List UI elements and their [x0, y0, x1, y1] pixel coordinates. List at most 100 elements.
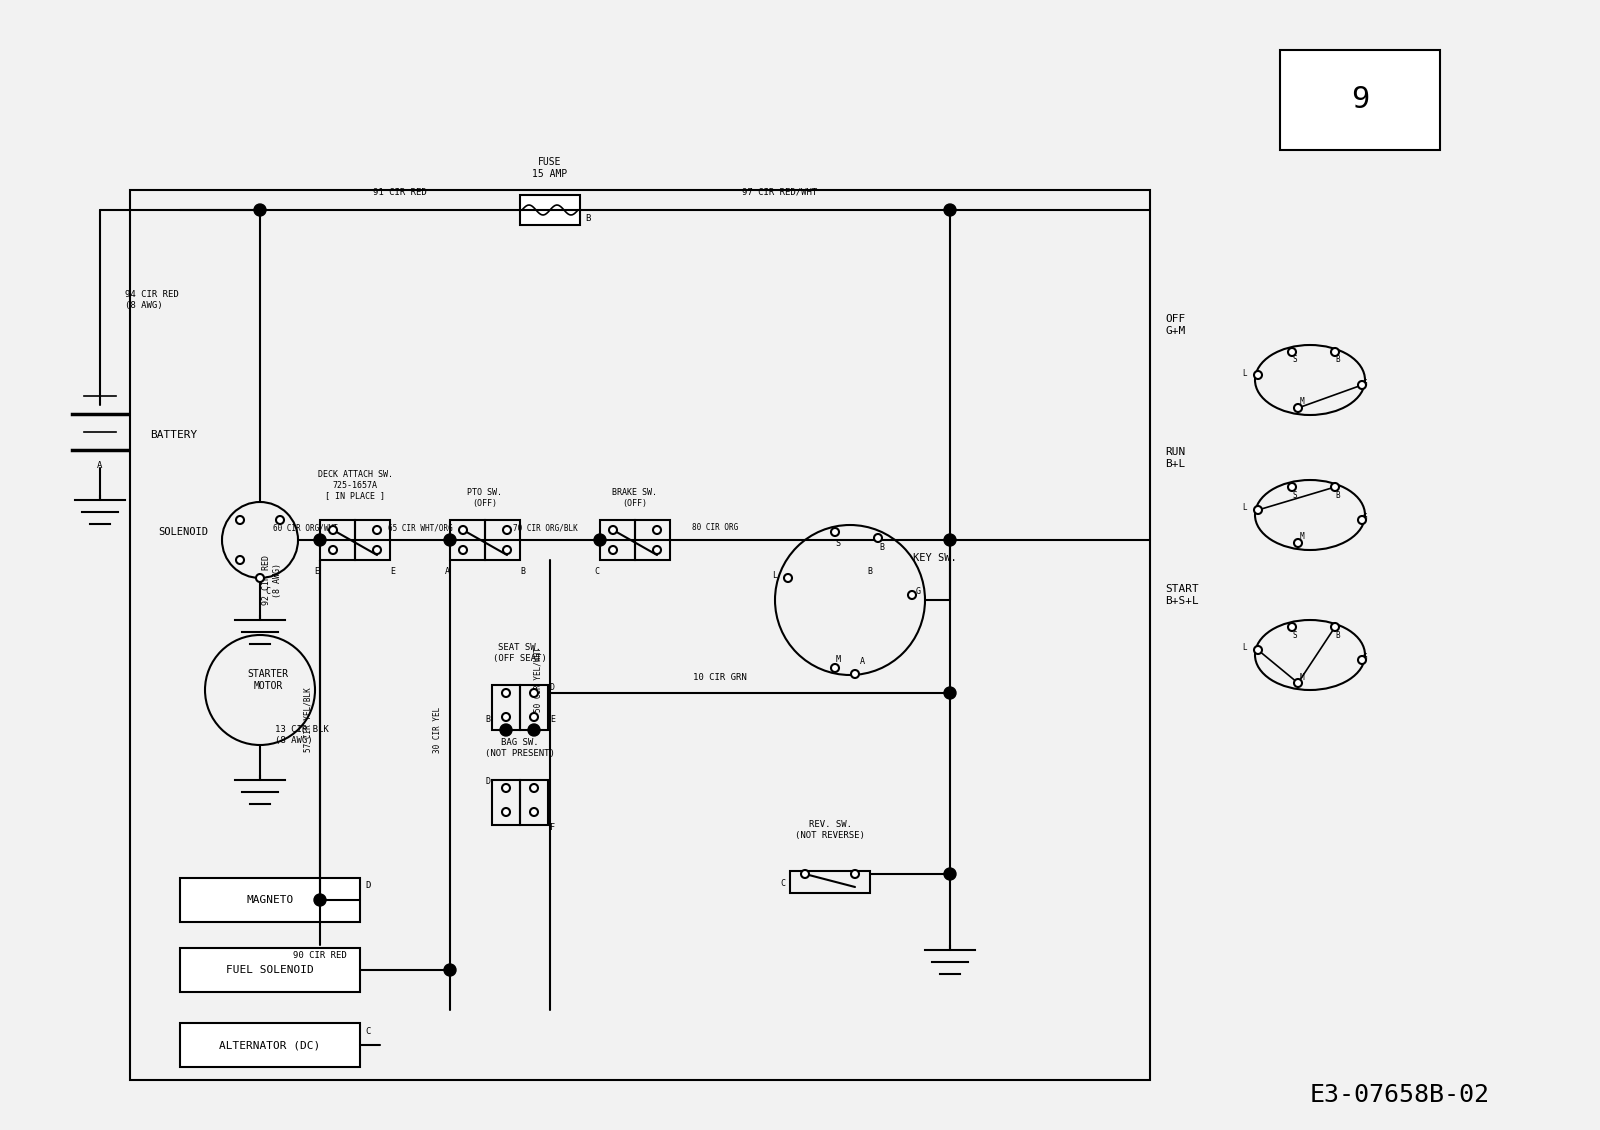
Circle shape	[256, 574, 264, 582]
Circle shape	[237, 516, 243, 524]
Text: C: C	[365, 1026, 370, 1035]
Text: BATTERY: BATTERY	[150, 431, 197, 440]
Circle shape	[502, 689, 510, 697]
Text: M: M	[1299, 398, 1304, 407]
Text: FUSE
15 AMP: FUSE 15 AMP	[533, 157, 568, 179]
Circle shape	[653, 546, 661, 554]
Text: F: F	[550, 824, 555, 833]
Circle shape	[784, 574, 792, 582]
Circle shape	[502, 713, 510, 721]
Text: BAG SW.
(NOT PRESENT): BAG SW. (NOT PRESENT)	[485, 738, 555, 758]
Text: S: S	[1293, 631, 1298, 640]
Text: B: B	[1336, 631, 1341, 640]
Text: M: M	[835, 655, 840, 664]
Text: 50 CIR YEL/WHT: 50 CIR YEL/WHT	[533, 647, 542, 712]
Circle shape	[373, 546, 381, 554]
Circle shape	[944, 205, 957, 216]
Text: B: B	[586, 214, 590, 223]
Bar	[450, 520, 485, 560]
Text: E: E	[550, 715, 555, 724]
Bar	[179, 948, 360, 992]
Bar	[130, 190, 1150, 1080]
Text: 65 CIR WHT/ORG: 65 CIR WHT/ORG	[387, 523, 453, 532]
Text: 70 CIR ORG/BLK: 70 CIR ORG/BLK	[512, 523, 578, 532]
Circle shape	[502, 808, 510, 816]
Bar	[520, 195, 579, 225]
Text: L: L	[773, 572, 778, 581]
Circle shape	[653, 525, 661, 534]
Text: 30 CIR YEL: 30 CIR YEL	[434, 707, 443, 753]
Text: ALTERNATOR (DC): ALTERNATOR (DC)	[219, 1040, 320, 1050]
Circle shape	[851, 670, 859, 678]
Text: D: D	[550, 683, 555, 692]
Text: 60 CIR ORG/WHT: 60 CIR ORG/WHT	[272, 523, 338, 532]
Text: START
B+S+L: START B+S+L	[1165, 584, 1198, 606]
Circle shape	[277, 516, 285, 524]
Text: KEY SW.: KEY SW.	[914, 553, 957, 563]
Text: G: G	[915, 588, 920, 597]
Text: M: M	[1299, 532, 1304, 541]
Text: 94 CIR RED
(8 AWG): 94 CIR RED (8 AWG)	[125, 290, 179, 310]
Bar	[320, 520, 355, 560]
Circle shape	[1331, 348, 1339, 356]
Text: C: C	[595, 567, 600, 576]
Text: S: S	[1293, 490, 1298, 499]
Text: S: S	[1293, 356, 1298, 365]
Circle shape	[944, 534, 957, 546]
Circle shape	[330, 525, 338, 534]
Text: B: B	[485, 715, 490, 724]
Text: 57 CIR YEL/BLK: 57 CIR YEL/BLK	[304, 688, 312, 753]
Text: 10 CIR GRN: 10 CIR GRN	[693, 672, 747, 681]
Bar	[355, 520, 390, 560]
Circle shape	[1288, 483, 1296, 492]
Bar	[520, 780, 547, 825]
Text: E: E	[390, 567, 395, 576]
Circle shape	[445, 964, 456, 976]
Bar	[179, 878, 360, 922]
Bar	[179, 1023, 360, 1067]
Circle shape	[1254, 371, 1262, 379]
Text: C: C	[781, 878, 786, 887]
Circle shape	[373, 525, 381, 534]
Text: OFF
G+M: OFF G+M	[1165, 314, 1186, 336]
Text: 97 CIR RED/WHT: 97 CIR RED/WHT	[742, 188, 818, 197]
Bar	[635, 520, 670, 560]
Circle shape	[1358, 657, 1366, 664]
Circle shape	[802, 870, 810, 878]
Circle shape	[907, 591, 915, 599]
Circle shape	[944, 687, 957, 699]
Text: E3-07658B-02: E3-07658B-02	[1310, 1083, 1490, 1107]
Circle shape	[530, 689, 538, 697]
Circle shape	[1288, 623, 1296, 631]
Text: B: B	[1336, 356, 1341, 365]
Circle shape	[1358, 516, 1366, 524]
Circle shape	[499, 724, 512, 736]
Circle shape	[830, 664, 838, 672]
Circle shape	[254, 205, 266, 216]
Text: S: S	[835, 539, 840, 548]
Bar	[600, 520, 635, 560]
Circle shape	[610, 525, 618, 534]
Circle shape	[314, 894, 326, 906]
Bar	[1280, 50, 1440, 150]
Text: G: G	[1363, 653, 1368, 662]
Circle shape	[851, 870, 859, 878]
Text: E: E	[315, 567, 320, 576]
Circle shape	[1288, 348, 1296, 356]
Text: L: L	[1243, 504, 1248, 513]
Text: A: A	[98, 461, 102, 469]
Text: 9: 9	[1350, 86, 1370, 114]
Text: A: A	[445, 567, 450, 576]
Text: L: L	[1243, 643, 1248, 652]
Text: SOLENOID: SOLENOID	[158, 527, 208, 537]
Circle shape	[445, 534, 456, 546]
Text: 13 CIR BLK
(8 AWG): 13 CIR BLK (8 AWG)	[275, 725, 328, 745]
Bar	[493, 685, 520, 730]
Bar	[485, 520, 520, 560]
Circle shape	[944, 868, 957, 880]
Text: PTO SW.
(OFF): PTO SW. (OFF)	[467, 488, 502, 507]
Bar	[520, 685, 547, 730]
Circle shape	[459, 525, 467, 534]
Circle shape	[594, 534, 606, 546]
Circle shape	[1294, 405, 1302, 412]
